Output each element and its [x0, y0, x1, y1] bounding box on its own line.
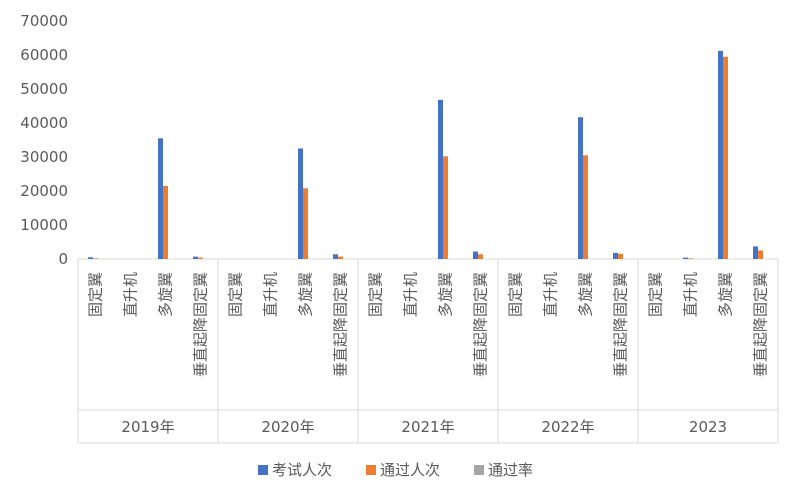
category-label: 多旋翼 — [297, 272, 315, 317]
category-label: 固定翼 — [647, 272, 665, 317]
bar-1 — [618, 253, 623, 259]
category-label: 垂直起降固定翼 — [752, 272, 770, 377]
bar-0 — [473, 251, 478, 259]
legend-swatch — [258, 465, 268, 475]
category-label: 垂直起降固定翼 — [192, 272, 210, 377]
group-label: 2023 — [689, 418, 727, 436]
bar-1 — [583, 155, 588, 259]
category-label: 固定翼 — [507, 272, 525, 317]
bar-0 — [438, 99, 443, 259]
bar-1 — [688, 258, 693, 259]
y-tick-label: 60000 — [20, 46, 68, 64]
category-label: 垂直起降固定翼 — [332, 272, 350, 377]
category-label: 直升机 — [682, 272, 700, 317]
category-label: 多旋翼 — [437, 272, 455, 317]
bar-1 — [758, 250, 763, 259]
category-label: 固定翼 — [367, 272, 385, 317]
bar-1 — [723, 56, 728, 260]
category-label: 固定翼 — [227, 272, 245, 317]
bar-1 — [163, 185, 168, 259]
y-tick-label: 10000 — [20, 216, 68, 234]
category-label: 直升机 — [402, 272, 420, 317]
category-label: 垂直起降固定翼 — [612, 272, 630, 377]
bar-0 — [88, 257, 93, 259]
legend-label: 通过人次 — [380, 461, 440, 479]
y-tick-label: 20000 — [20, 182, 68, 200]
group-label: 2019年 — [121, 418, 174, 436]
group-label: 2021年 — [401, 418, 454, 436]
bar-1 — [443, 156, 448, 259]
y-tick-label: 70000 — [20, 12, 68, 30]
category-label: 多旋翼 — [577, 272, 595, 317]
bar-0 — [613, 252, 618, 259]
bar-1 — [198, 257, 203, 259]
bar-1 — [478, 254, 483, 259]
bar-0 — [298, 148, 303, 259]
category-label: 固定翼 — [87, 272, 105, 317]
bar-1 — [93, 258, 98, 259]
y-tick-label: 0 — [58, 250, 68, 268]
bar-0 — [683, 257, 688, 259]
group-label: 2022年 — [541, 418, 594, 436]
category-label: 直升机 — [262, 272, 280, 317]
legend-label: 通过率 — [488, 461, 533, 479]
category-label: 多旋翼 — [717, 272, 735, 317]
group-label: 2020年 — [261, 418, 314, 436]
bar-0 — [753, 246, 758, 259]
bar-0 — [578, 117, 583, 259]
legend-label: 考试人次 — [272, 461, 332, 479]
category-label: 多旋翼 — [157, 272, 175, 317]
bar-0 — [193, 256, 198, 259]
y-tick-label: 40000 — [20, 114, 68, 132]
bar-1 — [303, 188, 308, 259]
category-label: 直升机 — [122, 272, 140, 317]
y-tick-label: 30000 — [20, 148, 68, 166]
bar-0 — [718, 50, 723, 259]
legend-swatch — [474, 465, 484, 475]
bar-1 — [338, 256, 343, 259]
y-tick-label: 50000 — [20, 80, 68, 98]
legend-swatch — [366, 465, 376, 475]
bar-0 — [158, 138, 163, 259]
bar-0 — [333, 254, 338, 259]
category-label: 垂直起降固定翼 — [472, 272, 490, 377]
category-label: 直升机 — [542, 272, 560, 317]
